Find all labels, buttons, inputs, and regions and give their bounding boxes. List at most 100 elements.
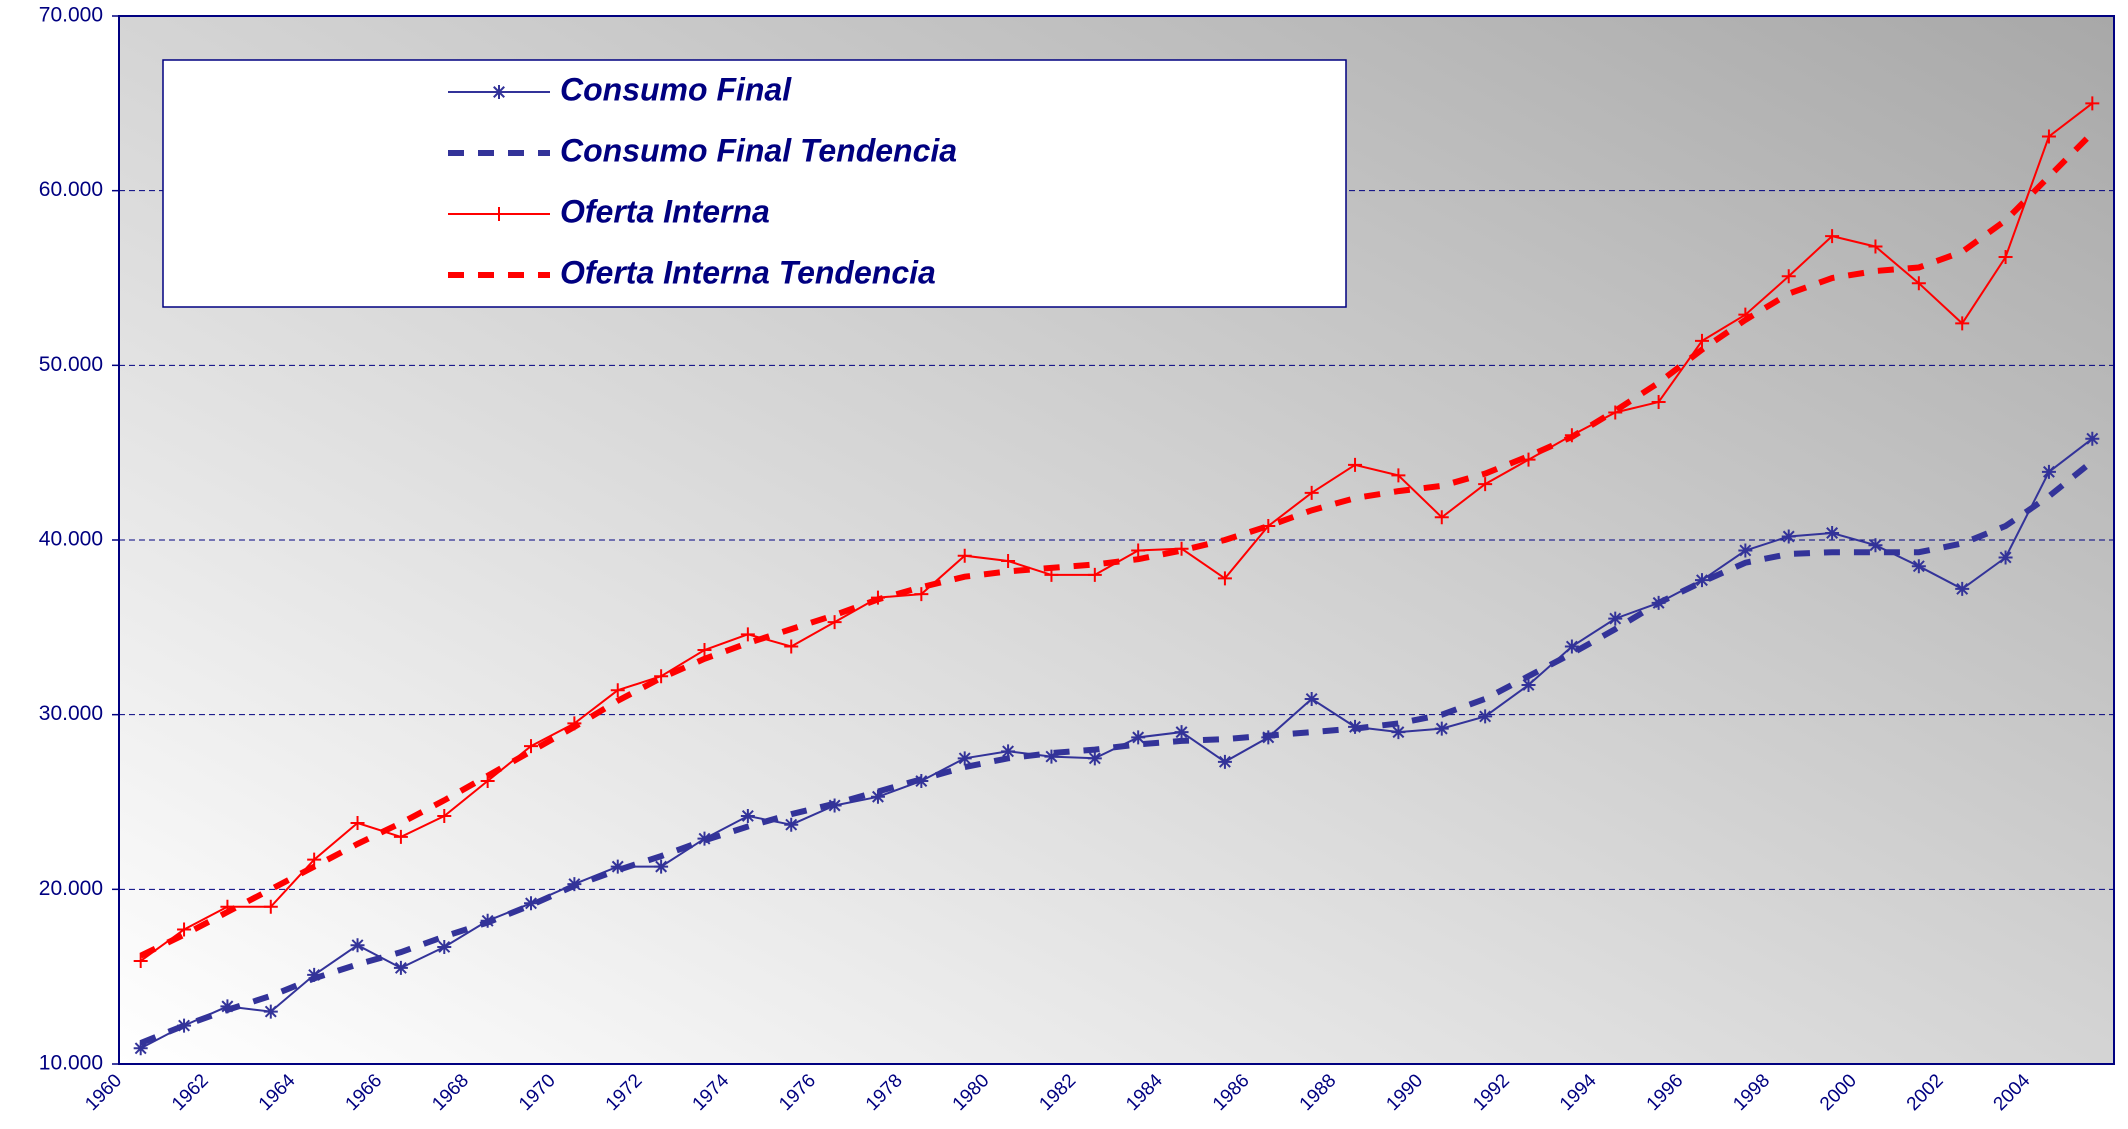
point-marker [350, 938, 365, 953]
x-tick-label: 1964 [255, 1070, 300, 1115]
point-marker [393, 829, 408, 844]
point-marker [914, 587, 929, 602]
point-marker [1304, 485, 1319, 500]
point-marker [133, 953, 148, 968]
x-tick-label: 1966 [342, 1070, 387, 1115]
x-tick-label: 1982 [1035, 1070, 1080, 1115]
point-marker [957, 548, 972, 563]
legend-label: Oferta Interna Tendencia [560, 254, 936, 290]
point-marker [1825, 526, 1840, 541]
point-marker [1087, 751, 1102, 766]
x-tick-label: 1978 [862, 1070, 907, 1115]
point-marker [1868, 239, 1883, 254]
x-tick-label: 1990 [1382, 1070, 1427, 1115]
point-marker [1738, 543, 1753, 558]
point-marker [1998, 250, 2013, 265]
point-marker [697, 643, 712, 658]
x-tick-label: 1976 [775, 1070, 820, 1115]
x-tick-label: 1986 [1209, 1070, 1254, 1115]
point-marker [654, 669, 669, 684]
point-marker [1001, 744, 1016, 759]
point-marker [870, 789, 885, 804]
point-marker [1478, 477, 1493, 492]
x-tick-label: 1980 [949, 1070, 994, 1115]
legend-label: Consumo Final Tendencia [560, 132, 957, 168]
point-marker [1694, 573, 1709, 588]
point-marker [1564, 639, 1579, 654]
point-marker [1521, 677, 1536, 692]
point-marker [524, 896, 539, 911]
point-marker [1608, 611, 1623, 626]
point-marker [1998, 550, 2013, 565]
point-marker [1304, 691, 1319, 706]
point-marker [1434, 721, 1449, 736]
point-marker [1868, 538, 1883, 553]
series-line [139, 130, 2095, 959]
point-marker [1651, 395, 1666, 410]
point-marker [393, 960, 408, 975]
point-marker [1131, 543, 1146, 558]
point-marker [2041, 464, 2056, 479]
point-marker [1001, 553, 1016, 568]
x-tick-label: 2002 [1903, 1070, 1948, 1115]
legend-box [162, 59, 1347, 308]
series-line [139, 459, 2095, 1046]
x-tick-label: 1996 [1643, 1070, 1688, 1115]
point-marker [350, 815, 365, 830]
point-marker [437, 808, 452, 823]
point-marker [654, 859, 669, 874]
legend-label: Consumo Final [560, 71, 792, 107]
x-tick-label: 1992 [1469, 1070, 1514, 1115]
point-marker [220, 999, 235, 1014]
x-tick-label: 1974 [689, 1070, 734, 1115]
point-marker [784, 817, 799, 832]
x-tick-label: 2000 [1816, 1070, 1861, 1115]
x-tick-label: 1968 [428, 1070, 473, 1115]
point-marker [177, 1018, 192, 1033]
y-tick-label: 70.000 [39, 4, 103, 27]
point-marker [177, 922, 192, 937]
y-tick-label: 50.000 [39, 353, 103, 376]
y-tick-label: 20.000 [39, 877, 103, 900]
point-marker [784, 639, 799, 654]
point-marker [1434, 510, 1449, 525]
point-marker [610, 683, 625, 698]
point-marker [2085, 431, 2100, 446]
x-tick-label: 1960 [81, 1070, 126, 1115]
point-marker [1391, 725, 1406, 740]
point-marker [1694, 333, 1709, 348]
point-marker [610, 859, 625, 874]
point-marker [1391, 468, 1406, 483]
point-marker [1955, 581, 1970, 596]
point-marker [2085, 96, 2100, 111]
x-tick-label: 2004 [1990, 1070, 2035, 1115]
x-tick-label: 1970 [515, 1070, 560, 1115]
point-marker [133, 1041, 148, 1056]
point-marker [263, 899, 278, 914]
point-marker [1825, 229, 1840, 244]
point-marker [437, 939, 452, 954]
x-tick-label: 1998 [1729, 1070, 1774, 1115]
point-marker [1174, 725, 1189, 740]
y-tick-label: 10.000 [39, 1052, 103, 1075]
point-marker [492, 85, 506, 99]
point-marker [827, 615, 842, 630]
point-marker [1781, 529, 1796, 544]
point-marker [1478, 709, 1493, 724]
point-marker [957, 751, 972, 766]
point-marker [307, 852, 322, 867]
point-marker [2041, 129, 2056, 144]
y-tick-label: 40.000 [39, 528, 103, 551]
x-tick-label: 1962 [168, 1070, 213, 1115]
point-marker [1781, 269, 1796, 284]
point-marker [524, 739, 539, 754]
point-marker [740, 627, 755, 642]
point-marker [1911, 559, 1926, 574]
x-tick-label: 1994 [1556, 1070, 1601, 1115]
point-marker [1131, 730, 1146, 745]
point-marker [1087, 567, 1102, 582]
x-tick-label: 1988 [1296, 1070, 1341, 1115]
x-tick-label: 1984 [1122, 1070, 1167, 1115]
x-tick-label: 1972 [602, 1070, 647, 1115]
